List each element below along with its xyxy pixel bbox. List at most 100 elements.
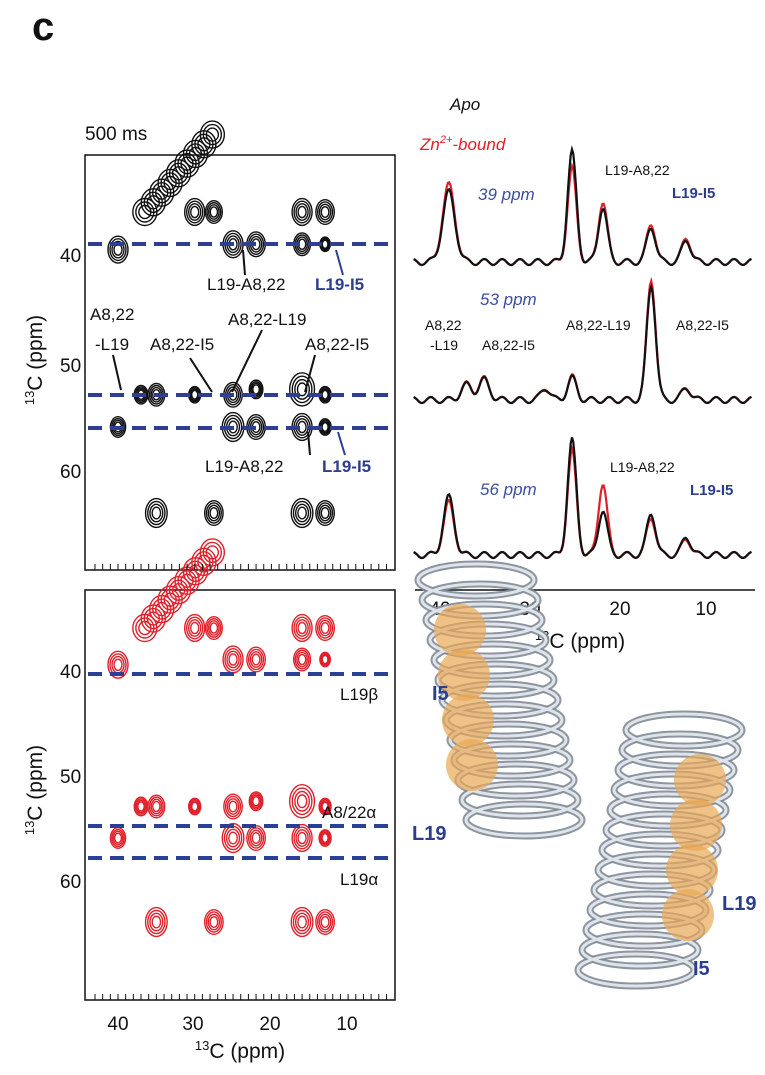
t: -bound [452,135,505,154]
contour [321,833,329,844]
spectra-traces [413,145,752,560]
contour [321,422,329,433]
annotation: -L19 [95,335,129,354]
spectrum-trace [413,145,752,267]
helix-turn [460,782,580,818]
contour [202,123,223,146]
annotation: A8,22-I5 [482,337,535,353]
t: Zn [419,135,440,154]
contour [250,382,262,397]
contour [297,915,307,929]
contour [107,650,129,679]
contour [320,653,330,666]
contour [152,800,161,813]
helix-turn [440,682,560,718]
contour [251,831,261,845]
annotation: L19-I5 [322,457,371,476]
contour [249,792,263,810]
contour [144,497,168,529]
side-chain [666,844,718,896]
contour [315,908,335,936]
contour [189,800,200,813]
residue-label: L19 [412,823,446,845]
contour [224,648,242,672]
contour [318,829,332,847]
contour [206,618,222,638]
contour [321,801,329,812]
contour [137,801,145,812]
contour [249,829,263,847]
sup: 13 [195,1038,209,1053]
contour [228,800,238,813]
contour [315,198,335,226]
helix-turn [592,872,712,908]
side-chain [438,649,490,701]
contour [221,822,245,854]
annotation: A8,22-L19 [566,317,631,333]
panel-label: c [32,5,54,49]
contour [246,824,266,852]
legend-apo: Apo [449,95,480,114]
contour [204,615,223,641]
sup: 13 [22,821,37,835]
contour [294,378,310,400]
contour [294,912,310,932]
y-axis-label: 13C (ppm) [22,315,47,405]
y-tick-label: 60 [60,462,81,483]
contour [297,621,307,635]
contour [135,799,147,814]
annotation: L19-A8,22 [610,459,675,475]
helix-turn [580,932,700,968]
contour [295,203,309,221]
contours-zn [107,538,335,938]
contour [205,127,220,142]
x-tick-label: 10 [336,1014,357,1035]
contour [249,651,263,668]
annotation: A8/22α [322,803,376,822]
annotation: L19-A8,22 [605,162,670,178]
contour [207,913,221,931]
contour [107,235,129,264]
x-tick-label: 20 [609,599,630,620]
spectrum-trace [413,162,752,267]
contour [318,504,332,522]
contour [290,906,314,938]
contour [320,506,330,520]
helix-turn [600,832,720,868]
t: 2+ [439,134,453,146]
contour [292,909,312,935]
contour [291,197,313,227]
helix-structure [414,560,746,990]
x-tick-label: 30 [182,1014,203,1035]
annotation: -L19 [430,337,458,353]
contour [321,239,329,249]
contour [207,204,220,220]
spectrum-trace [413,437,752,560]
contour [318,619,332,637]
spectrum-trace [413,444,752,560]
contour [290,497,314,529]
contour [203,908,224,936]
contour [316,502,334,524]
contour [291,613,313,643]
contour [318,913,332,931]
contour [226,798,240,815]
contour [209,506,219,520]
side-chain [442,694,494,746]
sup: 13 [22,391,37,405]
contour [183,197,206,227]
contour [206,202,222,222]
contour [111,828,125,848]
contour [149,912,164,932]
helix-turn [604,812,724,848]
contour [315,614,335,642]
contour [222,645,244,674]
contour [209,915,219,929]
helix-turn [436,662,556,698]
contour [297,831,307,845]
contour [294,649,310,670]
contour [247,827,265,849]
contour [315,499,335,527]
trace-label: 53 ppm [480,290,537,309]
